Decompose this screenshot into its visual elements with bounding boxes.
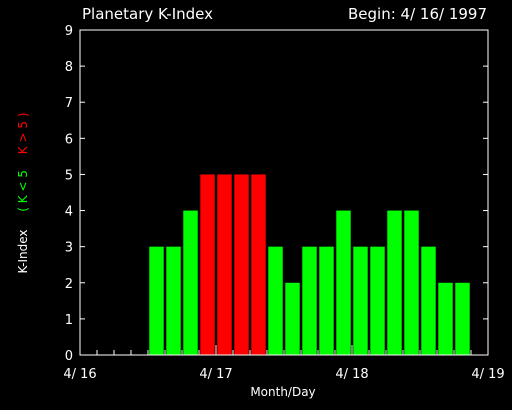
bar-6 xyxy=(183,210,198,355)
bar-18 xyxy=(387,210,402,355)
y-legend-low: ( K < 5 xyxy=(16,170,30,212)
x-ticks: 4/ 16 4/ 17 4/ 18 4/ 19 xyxy=(63,345,505,382)
bar-7 xyxy=(200,174,215,355)
y-tick-label-2: 2 xyxy=(65,277,73,292)
x-tick-label-2: 4/ 18 xyxy=(335,367,368,382)
plot-frame xyxy=(79,29,489,356)
y-tick-label-8: 8 xyxy=(65,60,73,75)
y-tick-label-6: 6 xyxy=(65,132,73,147)
y-tick-label-7: 7 xyxy=(65,96,73,111)
svg-text:K-Index ( K < 5 K: K-Index ( K < 5 K > 5 ) xyxy=(16,112,30,273)
bar-5 xyxy=(166,246,181,355)
y-legend-high: K > 5 ) xyxy=(16,112,30,154)
y-tick-label-0: 0 xyxy=(65,349,73,364)
y-tick-label-1: 1 xyxy=(65,313,73,328)
x-tick-label-1: 4/ 17 xyxy=(199,367,232,382)
y-tick-label-5: 5 xyxy=(65,168,73,183)
x-tick-label-3: 4/ 19 xyxy=(471,367,504,382)
bar-8 xyxy=(217,174,232,355)
y-tick-label-3: 3 xyxy=(65,241,73,256)
bar-13 xyxy=(302,246,317,355)
y-tick-label-4: 4 xyxy=(65,205,73,220)
bar-9 xyxy=(234,174,249,355)
x-axis-label: Month/Day xyxy=(250,385,315,399)
y-tick-label-9: 9 xyxy=(65,24,73,39)
bar-21 xyxy=(438,282,453,355)
bar-10 xyxy=(251,174,266,355)
chart-subtitle: Begin: 4/ 16/ 1997 xyxy=(348,5,487,23)
bar-20 xyxy=(421,246,436,355)
y-axis-label-group: K-Index ( K < 5 K > 5 ) xyxy=(16,112,30,273)
bar-11 xyxy=(268,246,283,355)
bar-22 xyxy=(455,282,470,355)
bar-16 xyxy=(353,246,368,355)
bar-4 xyxy=(149,246,164,355)
bar-12 xyxy=(285,282,300,355)
y-axis-label: K-Index xyxy=(16,230,30,274)
bar-14 xyxy=(319,246,334,355)
bar-19 xyxy=(404,210,419,355)
x-tick-label-0: 4/ 16 xyxy=(63,367,96,382)
chart-title: Planetary K-Index xyxy=(82,5,213,23)
bar-17 xyxy=(370,246,385,355)
bars-group xyxy=(149,174,470,355)
bar-15 xyxy=(336,210,351,355)
